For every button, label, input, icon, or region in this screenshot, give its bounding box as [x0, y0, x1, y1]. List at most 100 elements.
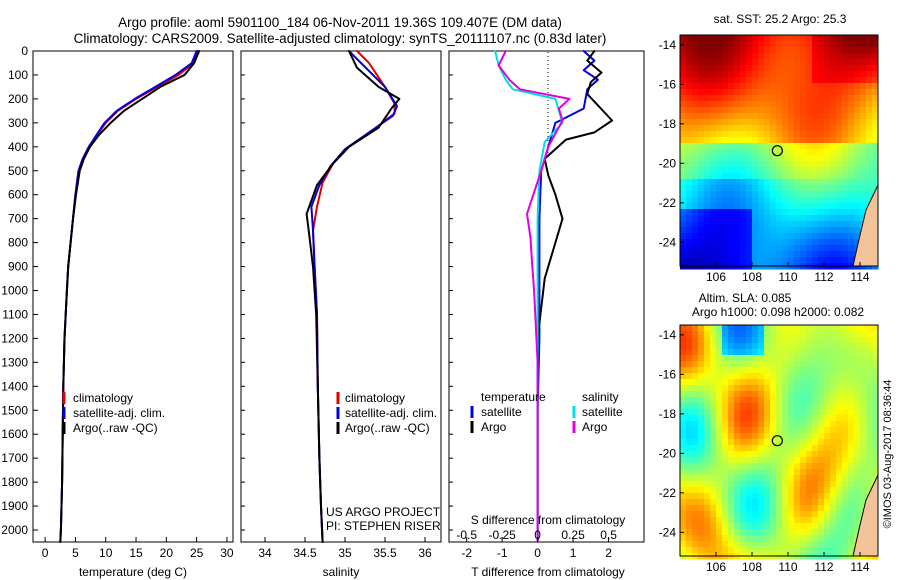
sla-map-cell [842, 493, 849, 500]
sst-map-cell [800, 257, 807, 264]
sst-map-cell [860, 77, 867, 84]
sla-map-cell [746, 445, 753, 452]
sla-map-cell [704, 385, 711, 392]
sst-map-cell [710, 77, 717, 84]
sla-map-cell [842, 343, 849, 350]
sst-map-cell [782, 47, 789, 54]
sst-map-cell [776, 233, 783, 240]
sst-map-cell [812, 131, 819, 138]
sla-map-cell [764, 373, 771, 380]
sst-map-cell [830, 257, 837, 264]
sst-map-cell [746, 203, 753, 210]
sst-map-cell [860, 89, 867, 96]
sst-map-cell [776, 251, 783, 258]
difference-xtick-label: -2 [461, 546, 472, 560]
sst-map-cell [848, 95, 855, 102]
sla-map-cell [818, 511, 825, 518]
sla-map-cell [776, 499, 783, 506]
sla-map-cell [830, 487, 837, 494]
difference-legend-title-salinity: salinity [582, 390, 619, 404]
sla-map-cell [710, 415, 717, 422]
sla-map-cell [704, 403, 711, 410]
sla-map-cell [782, 493, 789, 500]
sst-map-cell [824, 161, 831, 168]
sla-map-cell [740, 391, 747, 398]
sla-map-cell [824, 325, 831, 332]
sst-map-cell [740, 143, 747, 150]
sst-map-cell [848, 119, 855, 126]
sla-map-cell [698, 337, 705, 344]
sla-map-cell [818, 541, 825, 548]
sla-map-cell [818, 547, 825, 554]
sst-map-cell [842, 95, 849, 102]
sst-map-cell [824, 251, 831, 258]
sla-map-cell [842, 487, 849, 494]
sla-map-cell [830, 397, 837, 404]
sst-map-cell [800, 197, 807, 204]
sst-map-cell [782, 155, 789, 162]
sst-map-cell [782, 119, 789, 126]
sst-map-cell [830, 191, 837, 198]
sla-map-cell [716, 457, 723, 464]
sla-map-cell [806, 481, 813, 488]
sst-map-cell [734, 71, 741, 78]
sla-map-cell [824, 385, 831, 392]
sst-map-cell [794, 143, 801, 150]
sla-map-cell [746, 463, 753, 470]
sla-map-cell [722, 493, 729, 500]
sst-map-cell [752, 101, 759, 108]
sla-map-cell [770, 397, 777, 404]
sst-map-cell [722, 185, 729, 192]
sla-map-cell [824, 397, 831, 404]
sst-map-cell [740, 35, 747, 42]
sst-map-cell [746, 209, 753, 216]
sla-map-cell [830, 403, 837, 410]
pi-label: PI: STEPHEN RISER [326, 519, 441, 533]
sst-map-cell [854, 47, 861, 54]
sst-map-cell [788, 221, 795, 228]
sla-map-cell [728, 463, 735, 470]
sla-map-panel: Altim. SLA: 0.085 Argo h1000: 0.098 h200… [659, 291, 879, 574]
sst-map-cell [818, 149, 825, 156]
sla-map-cell [698, 529, 705, 536]
sst-map-cell [704, 209, 711, 216]
sst-map-cell [782, 173, 789, 180]
sla-map-cell [812, 469, 819, 476]
sla-map-cell [686, 487, 693, 494]
sla-map-cell [692, 487, 699, 494]
sla-map-cell [716, 379, 723, 386]
sla-map-cell [848, 415, 855, 422]
sla-map-cell [806, 487, 813, 494]
sla-map-cell [686, 367, 693, 374]
sla-map-cell [818, 421, 825, 428]
sla-map-cell [758, 457, 765, 464]
sla-map-cell [848, 343, 855, 350]
sst-map-cell [872, 107, 879, 114]
sst-map-cell [776, 137, 783, 144]
sla-map-cell [764, 349, 771, 356]
sla-map-cell [830, 493, 837, 500]
sla-map-cell [734, 421, 741, 428]
sla-map-cell [752, 511, 759, 518]
sla-map-cell [740, 355, 747, 362]
sst-map-cell [728, 101, 735, 108]
sla-map-cell [872, 331, 879, 338]
sla-map-cell [788, 397, 795, 404]
sst-map-cell [722, 95, 729, 102]
sla-map-cell [704, 409, 711, 416]
sla-map-cell [728, 469, 735, 476]
sst-map-cell [776, 155, 783, 162]
sst-map-cell [686, 47, 693, 54]
sla-map-cell [860, 379, 867, 386]
sla-map-cell [794, 499, 801, 506]
sla-map-cell [848, 499, 855, 506]
sla-map-cell [686, 415, 693, 422]
sst-map-cell [746, 251, 753, 258]
sla-map-cell [842, 517, 849, 524]
sst-map-cell [698, 65, 705, 72]
sst-map-cell [734, 125, 741, 132]
sst-map-cell [782, 83, 789, 90]
sst-map-cell [806, 137, 813, 144]
sla-map-cell [842, 331, 849, 338]
sla-map-cell [818, 331, 825, 338]
